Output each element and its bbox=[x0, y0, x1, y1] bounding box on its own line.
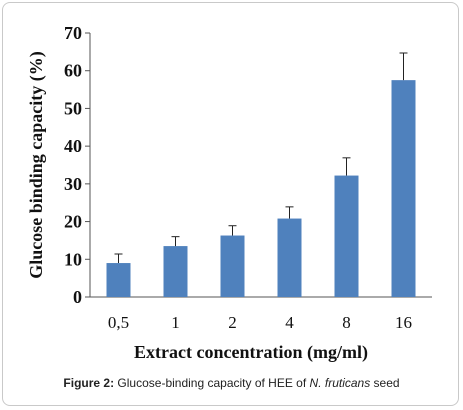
bar-chart: Glucose binding capacity (%) Extract con… bbox=[26, 23, 432, 363]
bar bbox=[334, 175, 359, 297]
bar bbox=[391, 80, 416, 298]
bar bbox=[163, 246, 188, 297]
y-tick-label: 10 bbox=[64, 249, 82, 269]
x-axis-label: Extract concentration (mg/ml) bbox=[134, 342, 368, 363]
caption-label: Figure 2: bbox=[63, 376, 115, 390]
y-tick-label: 70 bbox=[64, 23, 82, 43]
figure-caption: Figure 2: Glucose-binding capacity of HE… bbox=[0, 376, 463, 390]
x-tick-label: 8 bbox=[342, 313, 351, 332]
x-tick-label: 4 bbox=[285, 313, 294, 332]
caption-species: N. fruticans bbox=[309, 376, 371, 390]
x-tick-label: 2 bbox=[228, 313, 237, 332]
bar bbox=[277, 218, 302, 297]
x-tick-label: 1 bbox=[171, 313, 180, 332]
y-tick-label: 50 bbox=[64, 98, 82, 118]
y-tick-label: 60 bbox=[64, 61, 82, 81]
bar bbox=[106, 263, 131, 297]
chart-marks: 0 10 20 30 40 50 60 70 0,5 1 2 4 8 16 bbox=[64, 23, 432, 332]
y-tick-label: 30 bbox=[64, 174, 82, 194]
x-tick-label: 0,5 bbox=[108, 313, 129, 332]
figure-frame bbox=[2, 2, 459, 406]
caption-text: Glucose-binding capacity of HEE of bbox=[114, 376, 310, 390]
y-axis-label: Glucose binding capacity (%) bbox=[26, 51, 47, 279]
y-tick-label: 20 bbox=[64, 212, 82, 232]
y-tick-label: 40 bbox=[64, 136, 82, 156]
bar bbox=[220, 235, 245, 297]
y-tick-label: 0 bbox=[73, 287, 82, 307]
x-tick-label: 16 bbox=[395, 313, 412, 332]
caption-text-end: seed bbox=[370, 376, 400, 390]
